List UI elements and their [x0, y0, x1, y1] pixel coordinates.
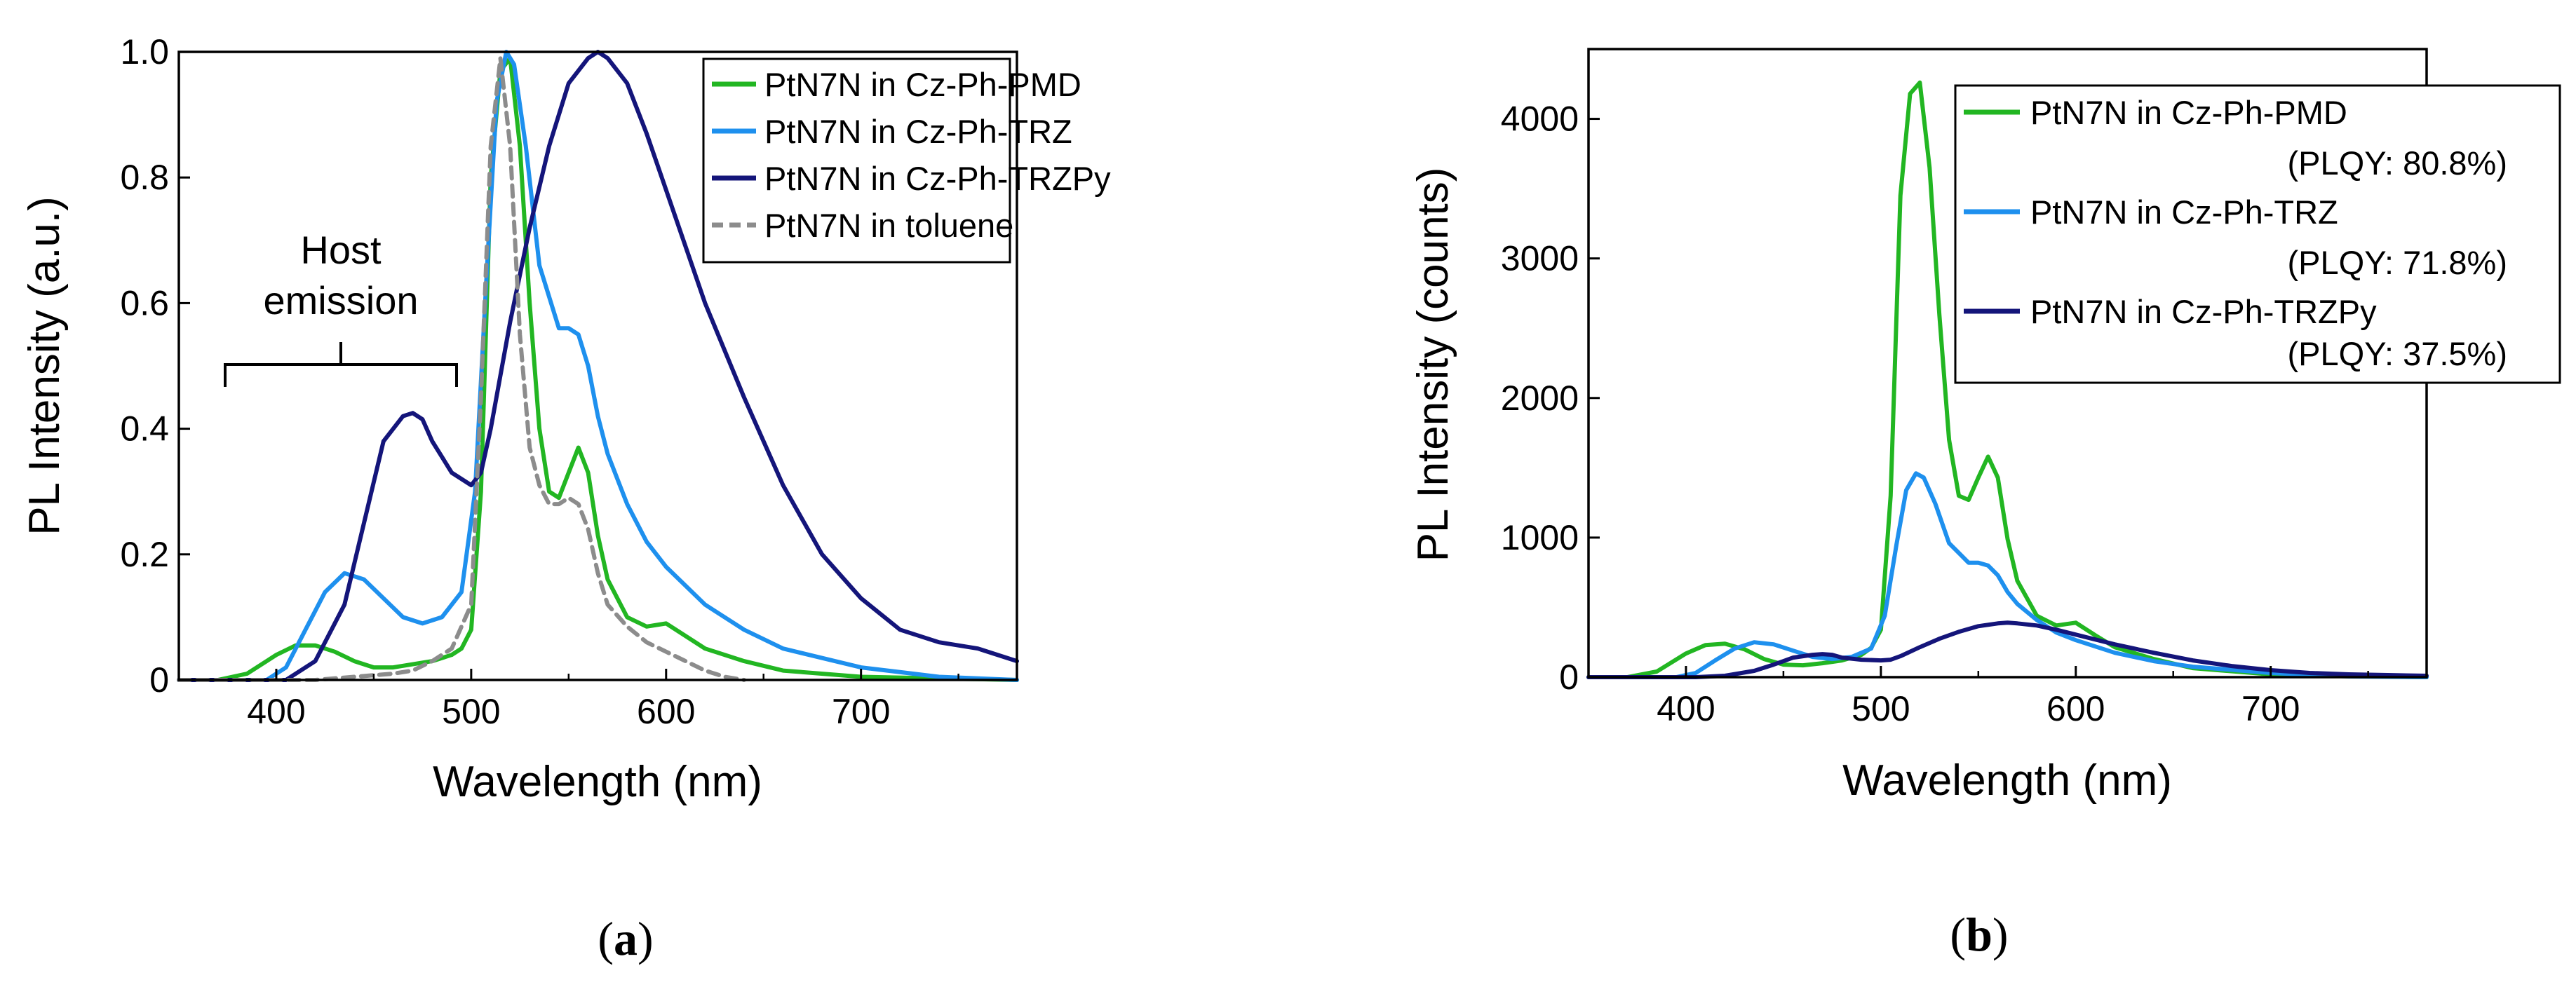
panel-b-y-tick-label: 1000 — [1501, 518, 1579, 557]
panel-b-y-tick-label: 3000 — [1501, 239, 1579, 278]
panel-b-y-axis-label: PL Intensity (counts) — [1409, 168, 1457, 562]
panel-a-caption: (a) — [598, 912, 653, 965]
panel-a-y-tick-label: 0.4 — [120, 409, 169, 449]
legend-b-plqy-pmd: (PLQY: 80.8%) — [2288, 144, 2508, 182]
panel-a-series-line-trzpy — [177, 50, 1019, 682]
panel-a-series-line-trz — [177, 50, 1019, 682]
panel-b-y-tick-label: 2000 — [1501, 379, 1579, 418]
panel-a-x-tick-label: 400 — [247, 692, 305, 731]
legend-label-toluene: PtN7N in toluene — [764, 207, 1013, 244]
panel-a-series-lines — [177, 50, 1019, 682]
panel-a-x-tick-label: 500 — [442, 692, 500, 731]
panel-a-y-tick-label: 0.8 — [120, 158, 169, 197]
panel-a-plot-frame — [177, 50, 1018, 681]
host-emission-label-line1: Host — [300, 228, 382, 272]
legend-b-label-trzpy: PtN7N in Cz-Ph-TRZPy — [2030, 293, 2377, 330]
panel-b-series-line-trz — [1586, 471, 2429, 679]
legend-b-label-pmd: PtN7N in Cz-Ph-PMD — [2030, 94, 2347, 131]
panel-a-x-tick-label: 600 — [637, 692, 695, 731]
panel-b-ticks: 400 500 600 700 0 1000 2000 3000 4000 — [1501, 100, 2369, 728]
panel-a-y-tick-label: 0.6 — [120, 283, 169, 322]
panel-b-series-line-trzpy — [1586, 620, 2429, 679]
panel-a-y-tick-label: 0.2 — [120, 535, 169, 574]
panel-a-series-line-pmd — [177, 56, 1019, 682]
legend-b-plqy-trz: (PLQY: 71.8%) — [2288, 244, 2508, 281]
host-emission-annotation: Host emission — [224, 228, 458, 387]
panel-b-x-tick-label: 700 — [2241, 689, 2300, 728]
panel-a-y-tick-label: 1.0 — [120, 32, 169, 72]
panel-b-legend-box — [1954, 84, 2561, 384]
panel-a: 400 500 600 700 0 0.2 0.4 0.6 0.8 1.0 Host emissi… — [20, 32, 1111, 965]
panel-a-y-axis-label: PL Intensity (a.u.) — [20, 196, 69, 536]
panel-b-legend: PtN7N in Cz-Ph-PMD (PLQY: 80.8%) PtN7N i… — [1954, 84, 2561, 384]
legend-b-label-trz: PtN7N in Cz-Ph-TRZ — [2030, 193, 2338, 231]
host-emission-label-line2: emission — [264, 278, 419, 322]
panel-b-x-axis-label: Wavelength (nm) — [1842, 756, 2172, 805]
panel-b-series-lines — [1586, 80, 2429, 679]
panel-b-x-tick-label: 600 — [2046, 689, 2105, 728]
panel-a-legend-box — [702, 57, 1011, 264]
panel-a-ticks: 400 500 600 700 0 0.2 0.4 0.6 0.8 1.0 — [120, 32, 959, 731]
panel-b-y-tick-label: 0 — [1559, 658, 1579, 697]
legend-label-pmd: PtN7N in Cz-Ph-PMD — [764, 66, 1081, 103]
legend-label-trz: PtN7N in Cz-Ph-TRZ — [764, 113, 1072, 150]
panel-b-x-tick-label: 400 — [1657, 689, 1715, 728]
host-emission-bracket — [224, 342, 458, 387]
panel-a-y-tick-label: 0 — [149, 660, 169, 700]
panel-a-x-tick-label: 700 — [832, 692, 890, 731]
panel-b-series-line-pmd — [1586, 80, 2429, 679]
panel-b-x-tick-label: 500 — [1852, 689, 1910, 728]
panel-b-caption: (b) — [1950, 908, 2008, 961]
panel-a-legend: PtN7N in Cz-Ph-PMD PtN7N in Cz-Ph-TRZ Pt… — [702, 57, 1111, 264]
panel-a-series-line-toluene — [177, 56, 746, 682]
panel-a-x-axis-label: Wavelength (nm) — [433, 758, 762, 806]
panel-b: 400 500 600 700 0 1000 2000 3000 4000 PtN7N in C… — [1409, 48, 2561, 961]
legend-b-plqy-trzpy: (PLQY: 37.5%) — [2288, 335, 2508, 372]
legend-label-trzpy: PtN7N in Cz-Ph-TRZPy — [764, 160, 1111, 197]
panel-b-y-tick-label: 4000 — [1501, 100, 1579, 139]
